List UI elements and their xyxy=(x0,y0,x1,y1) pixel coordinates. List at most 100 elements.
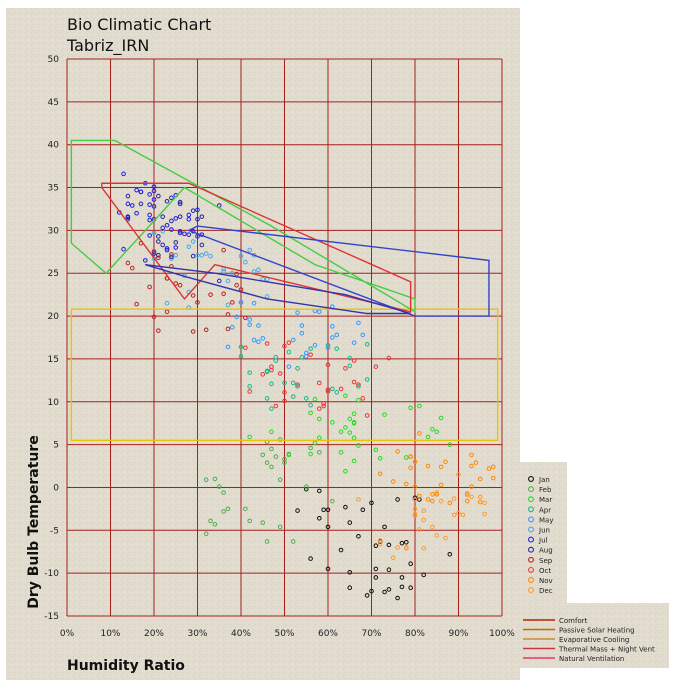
x-tick-label: 50% xyxy=(274,629,294,639)
data-point-dec xyxy=(434,490,440,495)
data-point-apr xyxy=(334,346,340,351)
data-point-may xyxy=(317,309,322,315)
data-point-apr xyxy=(364,342,370,347)
data-point-jan xyxy=(325,507,331,513)
zone-legend-label: Comfort xyxy=(559,617,588,625)
data-point-dec xyxy=(421,508,427,513)
data-point-sep xyxy=(190,293,196,298)
y-tick-label: 15 xyxy=(48,355,59,365)
month-legend-background xyxy=(519,462,567,612)
data-point-nov xyxy=(469,484,474,489)
data-point-mar xyxy=(382,412,387,417)
data-point-mar xyxy=(373,447,379,453)
data-point-jul xyxy=(151,197,157,202)
data-point-aug xyxy=(164,246,170,251)
data-point-dec xyxy=(482,511,487,517)
data-point-apr xyxy=(347,363,353,369)
data-point-mar xyxy=(347,430,353,435)
legend-label-jan: Jan xyxy=(538,476,550,484)
data-point-jun xyxy=(230,270,235,276)
legend-marker-jan xyxy=(528,476,534,482)
chart-subtitle: Tabriz_IRN xyxy=(66,36,149,56)
data-point-dec xyxy=(451,496,457,501)
zone-evaporative-cooling xyxy=(70,139,416,314)
data-point-nov xyxy=(464,491,470,496)
data-point-feb xyxy=(277,477,283,483)
data-point-feb xyxy=(290,539,296,544)
data-point-apr xyxy=(247,384,252,389)
data-point-dec xyxy=(417,527,422,532)
data-point-jun xyxy=(186,244,192,249)
y-tick-label: 5 xyxy=(53,441,59,451)
x-axis-ticks: 0% 10% 20% 30% 40% 50% 60% 70% 80% 90% 100% xyxy=(60,629,515,639)
data-point-jan xyxy=(395,595,400,601)
data-point-feb xyxy=(277,524,283,530)
data-point-oct xyxy=(282,390,287,395)
data-point-mar xyxy=(447,442,453,447)
data-point-jun xyxy=(208,253,213,259)
data-point-jun xyxy=(225,302,231,308)
legend-marker-dec xyxy=(528,587,534,594)
data-point-jul xyxy=(134,187,139,193)
data-point-may xyxy=(312,342,318,348)
legend-label-nov: Nov xyxy=(539,577,553,585)
data-point-mar xyxy=(377,456,383,461)
y-tick-label: 45 xyxy=(48,98,59,108)
legend-label-apr: Apr xyxy=(539,506,551,514)
data-point-oct xyxy=(317,380,322,386)
data-point-may xyxy=(295,310,300,315)
data-point-may xyxy=(325,345,331,351)
data-point-dec xyxy=(438,498,444,504)
data-point-jan xyxy=(373,566,379,572)
data-point-oct xyxy=(269,367,274,373)
data-point-may xyxy=(251,300,257,306)
data-point-feb xyxy=(264,460,270,465)
data-point-jan xyxy=(408,561,413,567)
data-point-dec xyxy=(443,535,448,541)
data-point-nov xyxy=(477,499,483,505)
data-point-oct xyxy=(317,406,322,411)
data-point-sep xyxy=(221,291,226,297)
data-point-feb xyxy=(264,539,270,544)
data-point-sep xyxy=(208,292,213,297)
data-point-aug xyxy=(151,188,157,194)
data-point-jan xyxy=(317,516,322,521)
data-point-sep xyxy=(147,284,152,290)
data-point-jun xyxy=(238,253,244,259)
data-point-may xyxy=(299,323,305,328)
data-point-aug xyxy=(125,214,131,219)
data-point-may xyxy=(360,332,366,338)
data-point-nov xyxy=(430,492,435,497)
data-point-oct xyxy=(273,403,279,409)
data-point-aug xyxy=(169,195,174,201)
y-axis-ticks: -15 -10 -5 0 5 10 15 20 25 30 35 40 45 50 xyxy=(44,55,59,622)
data-point-dec xyxy=(456,472,461,477)
data-point-apr xyxy=(282,380,287,386)
x-tick-label: 100% xyxy=(489,629,515,639)
data-point-may xyxy=(260,336,266,341)
data-point-jul xyxy=(186,212,192,218)
data-point-jul xyxy=(160,225,165,231)
x-tick-label: 60% xyxy=(318,629,338,639)
data-point-jul xyxy=(125,201,131,207)
data-point-oct xyxy=(364,413,370,418)
x-tick-label: 90% xyxy=(448,629,468,639)
data-point-oct xyxy=(373,364,379,369)
data-point-apr xyxy=(330,386,335,392)
data-point-oct xyxy=(308,352,313,357)
data-point-nov xyxy=(443,459,448,465)
data-point-jan xyxy=(325,566,331,572)
zone-comfort xyxy=(145,263,411,315)
data-point-feb xyxy=(317,450,322,455)
chart-background xyxy=(6,8,520,680)
data-point-oct xyxy=(243,345,248,351)
data-point-feb xyxy=(277,437,283,442)
y-tick-label: 50 xyxy=(48,55,60,65)
data-point-jun xyxy=(251,269,257,274)
data-point-sep xyxy=(234,282,239,288)
data-point-may xyxy=(356,320,361,326)
data-point-jan xyxy=(303,486,309,492)
zone-legend-label: Passive Solar Heating xyxy=(559,627,635,635)
data-point-aug xyxy=(138,201,144,207)
data-point-nov xyxy=(417,431,422,436)
